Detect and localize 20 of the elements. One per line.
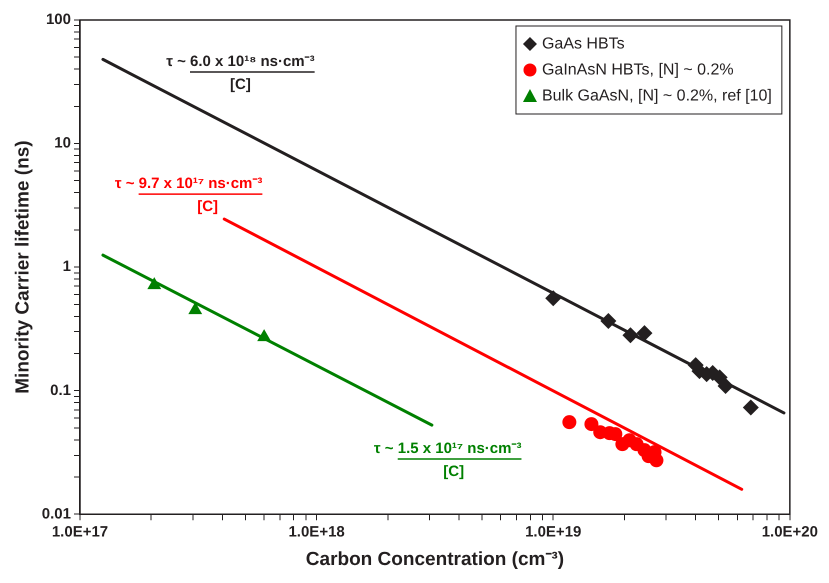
annotation: τ ~ 9.7 x 10¹⁷ ns·cm⁻³ bbox=[114, 175, 262, 192]
y-tick-label: 0.01 bbox=[42, 505, 71, 522]
legend-label: Bulk GaAsN, [N] ~ 0.2%, ref [10] bbox=[542, 87, 772, 104]
annotation: [C] bbox=[230, 76, 251, 94]
annotation: τ ~ 1.5 x 10¹⁷ ns·cm⁻³ bbox=[374, 440, 522, 458]
x-tick-label: 1.0E+20 bbox=[762, 523, 818, 540]
y-tick-label: 1 bbox=[62, 258, 71, 276]
annotation: [C] bbox=[197, 198, 218, 216]
x-axis-title: Carbon Concentration (cm⁻³) bbox=[306, 548, 564, 570]
x-tick-label: 1.0E+17 bbox=[52, 523, 108, 540]
y-tick-label: 100 bbox=[46, 11, 71, 28]
annotation: [C] bbox=[443, 463, 464, 480]
annotation: τ ~ 6.0 x 10¹⁸ ns·cm⁻³ bbox=[166, 53, 315, 70]
y-tick-label: 10 bbox=[54, 134, 71, 152]
y-axis-title: Minority Carrier lifetime (ns) bbox=[12, 140, 34, 394]
x-tick-label: 1.0E+19 bbox=[525, 523, 582, 540]
legend-label: GaInAsN HBTs, [N] ~ 0.2% bbox=[542, 61, 734, 78]
y-tick-label: 0.1 bbox=[50, 382, 71, 399]
legend-label: GaAs HBTs bbox=[542, 35, 625, 52]
x-tick-label: 1.0E+18 bbox=[288, 523, 345, 540]
